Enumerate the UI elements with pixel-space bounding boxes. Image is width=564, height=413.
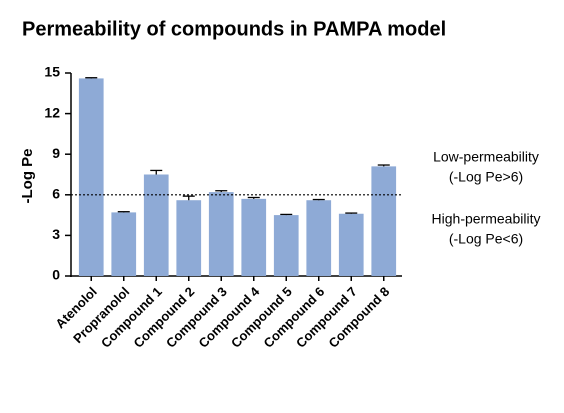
error-bar — [215, 190, 228, 193]
bar — [306, 200, 332, 276]
annotation: High-permeability — [432, 211, 541, 227]
bar — [143, 174, 169, 276]
y-tick-label: 12 — [44, 104, 60, 120]
error-bar — [182, 195, 195, 201]
annotation: Low-permeability — [433, 149, 539, 165]
bar — [338, 213, 364, 276]
y-tick-label: 0 — [52, 267, 60, 283]
bar — [78, 78, 104, 276]
y-tick-label: 9 — [52, 145, 60, 161]
y-axis-label: -Log Pe — [19, 149, 36, 204]
error-bar — [345, 212, 358, 214]
annotation: (-Log Pe>6) — [449, 169, 523, 185]
error-bar — [247, 196, 260, 199]
bar — [241, 198, 267, 276]
error-bar — [150, 169, 163, 175]
chart-title: Permeability of compounds in PAMPA model — [22, 18, 446, 40]
bar — [176, 200, 202, 276]
bar — [111, 212, 137, 276]
bar — [273, 215, 299, 276]
bar — [208, 192, 234, 276]
y-tick-label: 6 — [52, 186, 60, 202]
error-bar — [377, 164, 390, 167]
error-bar — [280, 213, 293, 216]
error-bar — [312, 198, 325, 201]
y-tick-label: 15 — [44, 64, 60, 80]
annotation: (-Log Pe<6) — [449, 231, 523, 247]
bar — [371, 166, 397, 276]
error-bar — [85, 77, 98, 79]
y-tick-label: 3 — [52, 226, 60, 242]
error-bar — [117, 211, 130, 213]
